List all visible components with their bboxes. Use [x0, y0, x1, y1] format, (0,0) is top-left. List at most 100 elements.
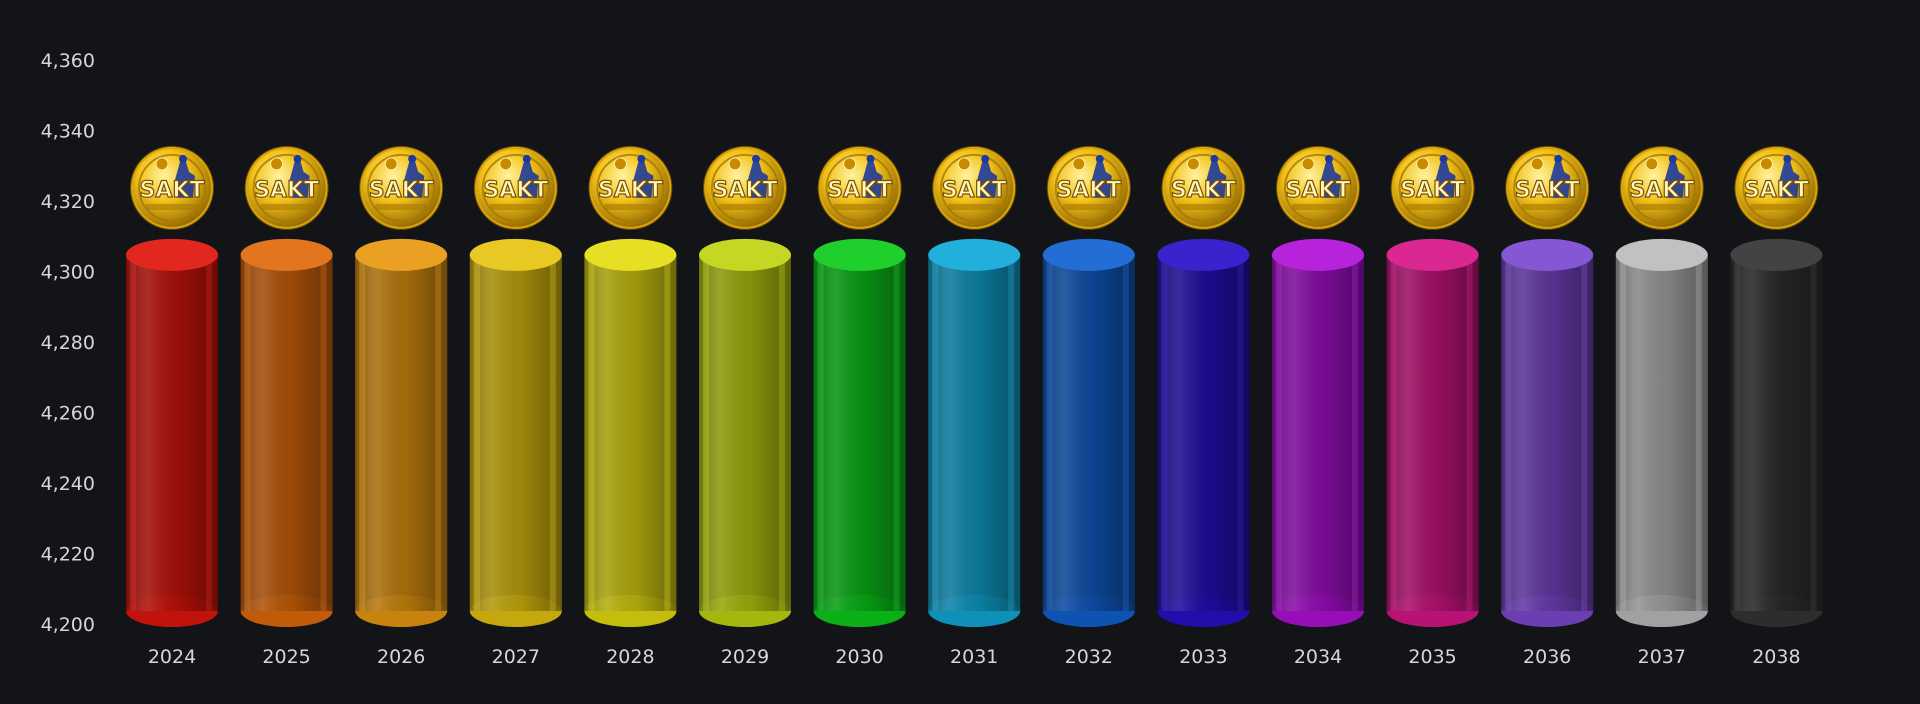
svg-text:SAKT: SAKT [942, 178, 1007, 203]
cylinder-bar-2033[interactable] [1157, 238, 1250, 627]
cylinder-shading [1042, 254, 1135, 611]
sakt-gold-coin-icon: SAKT [1505, 145, 1590, 230]
sakt-gold-coin-icon: SAKT [932, 145, 1017, 230]
cylinder-bar-2031[interactable] [928, 238, 1021, 627]
cylinder-edge-left [244, 254, 251, 611]
sakt-gold-coin-icon: SAKT [244, 145, 329, 230]
x-tick-label: 2028 [606, 646, 654, 668]
sakt-gold-coin-icon: SAKT [588, 145, 673, 230]
svg-text:SAKT: SAKT [254, 178, 319, 203]
cylinder-top [928, 238, 1021, 271]
y-tick-label: 4,240 [41, 473, 95, 495]
y-tick-label: 4,260 [41, 403, 95, 425]
y-tick-label: 4,220 [41, 544, 95, 566]
cylinder-shading [126, 254, 218, 611]
sakt-gold-coin-icon: SAKT [703, 145, 787, 230]
sakt-gold-coin-icon: SAKT [359, 145, 444, 230]
cylinder-bar-2029[interactable] [699, 238, 791, 627]
cylinder-top [1272, 238, 1364, 271]
cylinder-shading [584, 254, 677, 611]
cylinder-edge-left [130, 254, 136, 611]
sakt-gold-coin-icon: SAKT [817, 145, 902, 230]
cylinder-edge-left [1505, 254, 1512, 611]
svg-text:SAKT: SAKT [140, 178, 205, 203]
cylinder-shading [1386, 254, 1479, 611]
x-tick-label: 2036 [1523, 646, 1571, 668]
cylinder-edge-left [703, 254, 709, 611]
cylinder-bar-2028[interactable] [584, 238, 677, 627]
cylinder-bar-2024[interactable] [126, 238, 218, 627]
cylinder-edge-right [206, 254, 212, 611]
sakt-gold-coin-icon: SAKT [1619, 145, 1704, 230]
cylinder-bar-2030[interactable] [813, 238, 906, 627]
cylinder-edge-right [435, 254, 442, 611]
cylinder-shading [1501, 254, 1594, 611]
coin-markers-group: SAKT SAKT SAKT SAKT SAKT SAKT SAKT SAKT SAKT SAKT… [130, 145, 1819, 230]
x-axis: 2024 2025 2026 2027 2028 2029 2030 2031 2032 2033… [148, 646, 1801, 668]
cylinder-top [1042, 238, 1135, 271]
cylinder-bar-2036[interactable] [1501, 238, 1594, 627]
svg-text:SAKT: SAKT [1629, 178, 1694, 203]
cylinder-edge-right [1008, 254, 1015, 611]
cylinder-edge-right [1352, 254, 1358, 611]
y-axis: 4,200 4,220 4,240 4,260 4,280 4,300 4,320 4,340… [41, 50, 95, 636]
cylinder-top [1386, 238, 1479, 271]
y-tick-label: 4,300 [41, 262, 95, 284]
cylinder-bar-2035[interactable] [1386, 238, 1479, 627]
cylinder-top [1157, 238, 1250, 271]
cylinder-edge-right [1810, 254, 1817, 611]
cylinder-shading [813, 254, 906, 611]
x-tick-label: 2032 [1065, 646, 1113, 668]
svg-text:SAKT: SAKT [1515, 178, 1580, 203]
sakt-gold-coin-icon: SAKT [1046, 145, 1131, 230]
cylinder-edge-right [1237, 254, 1244, 611]
x-tick-label: 2027 [492, 646, 540, 668]
sakt-gold-coin-icon: SAKT [1276, 145, 1360, 230]
cylinder-top [469, 238, 562, 271]
cylinder-edge-right [1122, 254, 1129, 611]
cylinder-edge-right [664, 254, 671, 611]
x-tick-label: 2025 [262, 646, 310, 668]
cylinder-edge-right [320, 254, 327, 611]
cylinder-bar-2034[interactable] [1272, 238, 1364, 627]
cylinder-top [699, 238, 791, 271]
bars-group [126, 238, 1823, 627]
cylinder-edge-left [817, 254, 824, 611]
svg-text:SAKT: SAKT [827, 178, 892, 203]
x-tick-label: 2026 [377, 646, 425, 668]
cylinder-bar-2027[interactable] [469, 238, 562, 627]
cylinder-shading [699, 254, 791, 611]
y-tick-label: 4,320 [41, 191, 95, 213]
cylinder-bar-2025[interactable] [240, 238, 333, 627]
cylinder-edge-left [932, 254, 939, 611]
cylinder-shading [928, 254, 1021, 611]
cylinder-edge-right [1581, 254, 1588, 611]
cylinder-bar-2037[interactable] [1615, 238, 1708, 627]
svg-text:SAKT: SAKT [1171, 178, 1236, 203]
cylinder-bar-2026[interactable] [355, 238, 448, 627]
cylinder-top [240, 238, 333, 271]
cylinder-edge-left [473, 254, 480, 611]
cylinder-top [1615, 238, 1708, 271]
cylinder-edge-left [1161, 254, 1168, 611]
sakt-gold-coin-icon: SAKT [473, 145, 558, 230]
cylinder-edge-right [893, 254, 900, 611]
cylinder-edge-right [779, 254, 785, 611]
x-tick-label: 2029 [721, 646, 769, 668]
x-tick-label: 2034 [1294, 646, 1342, 668]
svg-text:SAKT: SAKT [483, 178, 548, 203]
cylinder-top [126, 238, 218, 271]
y-tick-label: 4,360 [41, 50, 95, 72]
x-tick-label: 2038 [1752, 646, 1800, 668]
cylinder-edge-left [359, 254, 366, 611]
svg-text:SAKT: SAKT [369, 178, 434, 203]
cylinder-edge-left [1046, 254, 1053, 611]
svg-text:SAKT: SAKT [598, 178, 663, 203]
cylinder-edge-left [588, 254, 595, 611]
x-tick-label: 2024 [148, 646, 196, 668]
cylinder-bar-2038[interactable] [1730, 238, 1823, 627]
cylinder-shading [1272, 254, 1364, 611]
cylinder-top [1501, 238, 1594, 271]
cylinder-bar-2032[interactable] [1042, 238, 1135, 627]
